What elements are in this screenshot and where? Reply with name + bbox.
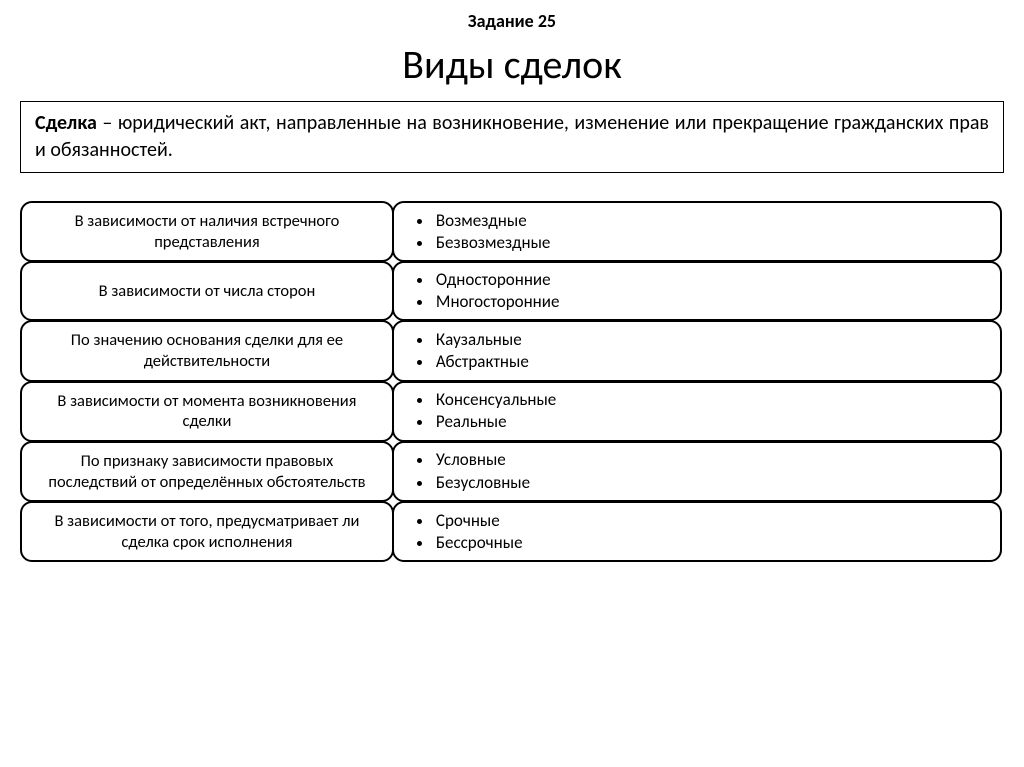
- types-cell: Односторонние Многосторонние: [392, 261, 1002, 321]
- types-cell: Каузальные Абстрактные: [392, 320, 1002, 381]
- type-item: Безусловные: [434, 472, 980, 494]
- category-row: По значению основания сделки для ее дейс…: [20, 320, 1004, 381]
- main-title: Виды сделок: [20, 40, 1004, 89]
- task-number: Задание 25: [20, 10, 1004, 32]
- category-row: В зависимости от наличия встречного пред…: [20, 201, 1004, 262]
- types-cell: Срочные Бессрочные: [392, 501, 1002, 562]
- category-row: По признаку зависимости правовых последс…: [20, 441, 1004, 502]
- definition-text: – юридический акт, направленные на возни…: [35, 111, 989, 162]
- types-cell: Возмездные Безвозмездные: [392, 201, 1002, 262]
- type-item: Односторонние: [434, 269, 980, 291]
- criterion-cell: По значению основания сделки для ее дейс…: [20, 320, 394, 381]
- category-row: В зависимости от того, предусматривает л…: [20, 501, 1004, 562]
- definition-box: Сделка – юридический акт, направленные н…: [20, 101, 1004, 173]
- criterion-cell: По признаку зависимости правовых последс…: [20, 441, 394, 502]
- category-row: В зависимости от числа сторон Односторон…: [20, 261, 1004, 321]
- type-item: Реальные: [434, 411, 980, 433]
- criterion-cell: В зависимости от наличия встречного пред…: [20, 201, 394, 262]
- type-item: Многосторонние: [434, 291, 980, 313]
- type-item: Возмездные: [434, 210, 980, 232]
- type-item: Условные: [434, 449, 980, 471]
- criterion-cell: В зависимости от того, предусматривает л…: [20, 501, 394, 562]
- types-cell: Консенсуальные Реальные: [392, 381, 1002, 442]
- criterion-cell: В зависимости от числа сторон: [20, 261, 394, 321]
- type-item: Безвозмездные: [434, 232, 980, 254]
- categories-container: В зависимости от наличия встречного пред…: [20, 201, 1004, 561]
- category-row: В зависимости от момента возникновения с…: [20, 381, 1004, 442]
- type-item: Срочные: [434, 510, 980, 532]
- type-item: Бессрочные: [434, 532, 980, 554]
- criterion-cell: В зависимости от момента возникновения с…: [20, 381, 394, 442]
- types-cell: Условные Безусловные: [392, 441, 1002, 502]
- definition-term: Сделка: [35, 111, 97, 135]
- type-item: Абстрактные: [434, 351, 980, 373]
- type-item: Консенсуальные: [434, 389, 980, 411]
- type-item: Каузальные: [434, 329, 980, 351]
